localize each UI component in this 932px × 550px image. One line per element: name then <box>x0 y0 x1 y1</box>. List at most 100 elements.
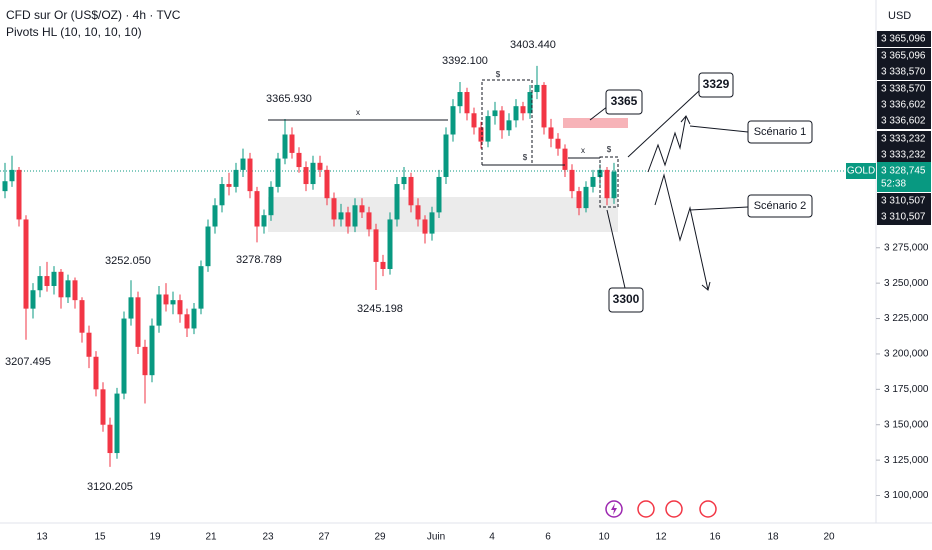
resistance-zone <box>563 118 628 128</box>
y-tick-label: 3 125,000 <box>884 455 929 466</box>
candle-body <box>156 294 162 326</box>
price-label-bg <box>877 31 931 47</box>
candle-body <box>289 134 295 153</box>
candle-body <box>37 276 43 291</box>
candle-body <box>191 308 197 329</box>
scenario-label: Scénario 1 <box>754 126 807 138</box>
pivot-label: 3207.495 <box>5 356 51 368</box>
candle-body <box>604 169 610 199</box>
candle-body <box>583 186 589 209</box>
event-icon[interactable] <box>699 500 717 518</box>
candle-body <box>177 300 183 315</box>
candle-body <box>520 106 526 114</box>
candle-body <box>527 92 533 114</box>
candle-body <box>65 280 71 298</box>
scenario-label: Scénario 2 <box>754 200 807 212</box>
scenario-path <box>654 173 709 291</box>
candle-body <box>149 325 155 376</box>
candle-body <box>296 152 302 168</box>
candle-body <box>380 261 386 269</box>
candle-body <box>114 393 120 454</box>
event-icon[interactable] <box>665 500 683 518</box>
price-level-label: 3 336,602 <box>881 100 926 111</box>
x-tick-label: 29 <box>374 532 386 543</box>
support-zone <box>268 197 618 232</box>
candle-body <box>212 205 218 227</box>
price-label-bg <box>877 209 931 225</box>
x-tick-label: Juin <box>427 532 445 543</box>
x-tick-label: 21 <box>205 532 217 543</box>
candle-body <box>471 113 477 128</box>
candle-body <box>233 169 239 187</box>
price-label-bg <box>877 81 931 97</box>
event-icons <box>605 500 717 518</box>
x-tick-label: 4 <box>489 532 495 543</box>
candles <box>2 65 617 467</box>
candle-body <box>422 219 428 234</box>
callout-line <box>627 89 701 158</box>
x-tick-label: 15 <box>94 532 106 543</box>
candle-body <box>107 424 113 454</box>
candle-body <box>247 158 253 192</box>
pivot-label: 3252.050 <box>105 255 151 267</box>
x-tick-label: 13 <box>36 532 48 543</box>
price-level-label: 3 336,602 <box>881 116 926 127</box>
candle-body <box>100 389 106 425</box>
price-label-bg <box>877 97 931 113</box>
drawing-label: x <box>581 146 585 155</box>
candle-body <box>268 186 274 216</box>
price-level-label: 3 333,232 <box>881 150 926 161</box>
candle-body <box>51 271 57 286</box>
event-icon[interactable] <box>637 500 655 518</box>
candle-body <box>310 162 316 185</box>
indicator-label: Pivots HL (10, 10, 10, 10) <box>6 25 142 39</box>
price-label-bg <box>877 64 931 80</box>
price-label-bg <box>877 113 931 129</box>
candle-body <box>352 205 358 227</box>
candle-body <box>590 176 596 187</box>
scenario-box <box>747 194 813 218</box>
candle-body <box>226 184 232 187</box>
chart-title: CFD sur Or (US$/OZ) · 4h · TVC <box>6 8 181 22</box>
y-tick-label: 3 225,000 <box>884 313 929 324</box>
price-label-bg <box>877 48 931 64</box>
y-tick-label: 3 200,000 <box>884 349 929 360</box>
callout-label: 3329 <box>703 77 730 91</box>
price-level-label: 3 365,096 <box>881 34 926 45</box>
countdown: 52:38 <box>881 179 906 190</box>
candle-body <box>205 226 211 267</box>
candle-body <box>611 171 617 199</box>
last-price: 3 328,745 <box>881 166 926 177</box>
lightning <box>611 503 617 515</box>
candle-body <box>534 84 540 93</box>
candle-body <box>93 356 99 390</box>
pivot-label: 3403.440 <box>510 39 556 51</box>
candle-body <box>170 300 176 305</box>
candle-body <box>450 106 456 135</box>
candle-body <box>548 127 554 139</box>
candle-body <box>79 300 85 333</box>
symbol-bg <box>846 163 876 179</box>
arrow-head <box>701 281 711 291</box>
scenario-path <box>647 115 687 173</box>
dashed-box <box>599 156 619 208</box>
candle-body <box>58 271 64 298</box>
candle-body <box>9 169 15 182</box>
candle-body <box>429 212 435 234</box>
arrow-head <box>680 115 691 125</box>
candle-body <box>16 169 22 220</box>
pivot-label: 3365.930 <box>266 93 312 105</box>
candle-body <box>415 205 421 220</box>
callout-line <box>689 125 749 133</box>
candle-body <box>387 219 393 269</box>
price-level-label: 3 333,232 <box>881 134 926 145</box>
candle-body <box>499 110 505 131</box>
pivot-label: 3120.205 <box>87 481 133 493</box>
candle-body <box>478 127 484 142</box>
x-tick-label: 10 <box>598 532 610 543</box>
callout-box <box>608 287 644 313</box>
candle-body <box>485 116 491 142</box>
candle-body <box>506 120 512 131</box>
candle-body <box>562 148 568 170</box>
